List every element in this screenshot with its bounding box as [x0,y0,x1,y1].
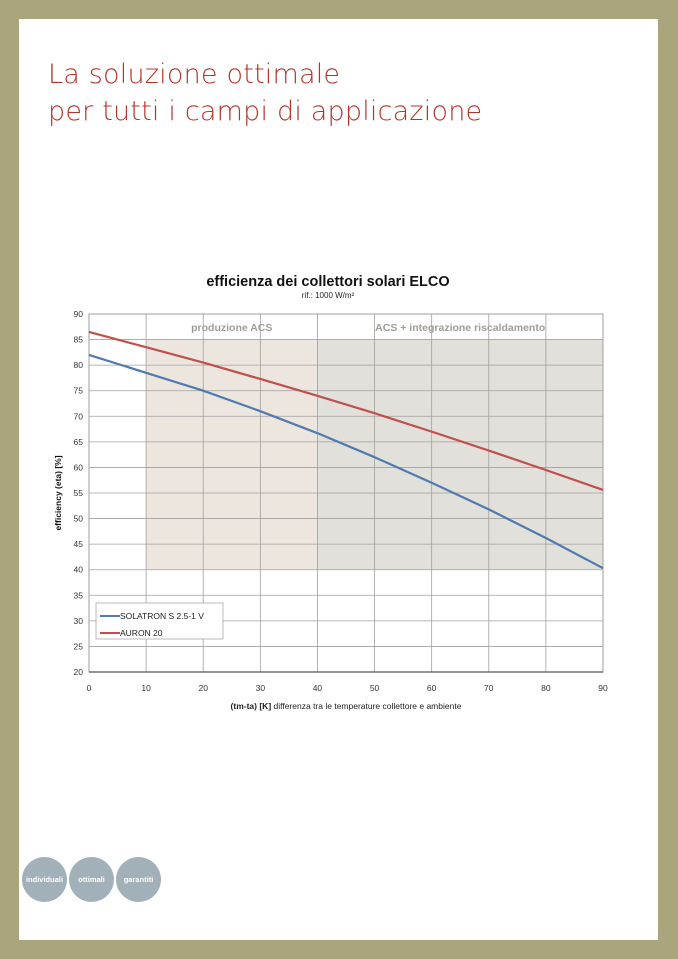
badge-ottimali: ottimali [69,857,114,902]
title-line-2: per tutti i campi di applicazione [48,96,483,127]
x-axis-label-text: differenza tra le temperature collettore… [274,701,462,711]
x-tick-label: 60 [427,683,437,693]
x-tick-label: 20 [198,683,208,693]
y-tick-label: 75 [74,386,84,396]
legend-label: AURON 20 [120,628,163,638]
y-tick-label: 80 [74,360,84,370]
y-tick-label: 20 [74,667,84,677]
y-tick-label: 35 [74,590,84,600]
x-tick-label: 80 [541,683,551,693]
y-tick-label: 85 [74,335,84,345]
title-line-1: La soluzione ottimale [48,59,341,90]
y-tick-label: 90 [74,309,84,319]
region-label: ACS + integrazione riscaldamento [375,322,545,334]
badge-group: individuali ottimali garantiti [22,857,161,902]
x-axis-label: (tm-ta) [K] differenza tra le temperatur… [231,701,462,711]
legend-label: SOLATRON S 2.5-1 V [120,611,204,621]
legend: SOLATRON S 2.5-1 V AURON 20 [95,602,224,640]
chart-subtitle: rif.: 1000 W/m² [302,291,355,300]
shaded-region [146,339,318,570]
y-axis-label: efficiency (eta) [%] [53,455,63,530]
x-tick-label: 90 [598,683,608,693]
page-title: La soluzione ottimale per tutti i campi … [48,56,482,130]
y-tick-label: 65 [74,437,84,447]
x-tick-label: 10 [141,683,151,693]
region-label: produzione ACS [191,322,272,334]
y-tick-label: 70 [74,411,84,421]
series-line-1 [88,330,604,491]
x-tick-label: 40 [313,683,323,693]
badge-garantiti: garantiti [116,857,161,902]
x-axis-label-bold: (tm-ta) [K] [231,701,272,711]
series-line-0 [88,353,604,570]
y-tick-label: 45 [74,539,84,549]
y-tick-label: 60 [74,462,84,472]
y-tick-label: 40 [74,565,84,575]
chart-title: efficienza dei collettori solari ELCO [206,274,449,290]
x-tick-label: 0 [87,683,92,693]
y-tick-label: 55 [74,488,84,498]
y-tick-label: 30 [74,616,84,626]
badge-individuali: individuali [22,857,67,902]
shaded-region [317,339,603,570]
x-tick-label: 50 [370,683,380,693]
x-tick-label: 30 [256,683,266,693]
y-tick-label: 50 [74,514,84,524]
y-tick-label: 25 [74,641,84,651]
x-tick-label: 70 [484,683,494,693]
